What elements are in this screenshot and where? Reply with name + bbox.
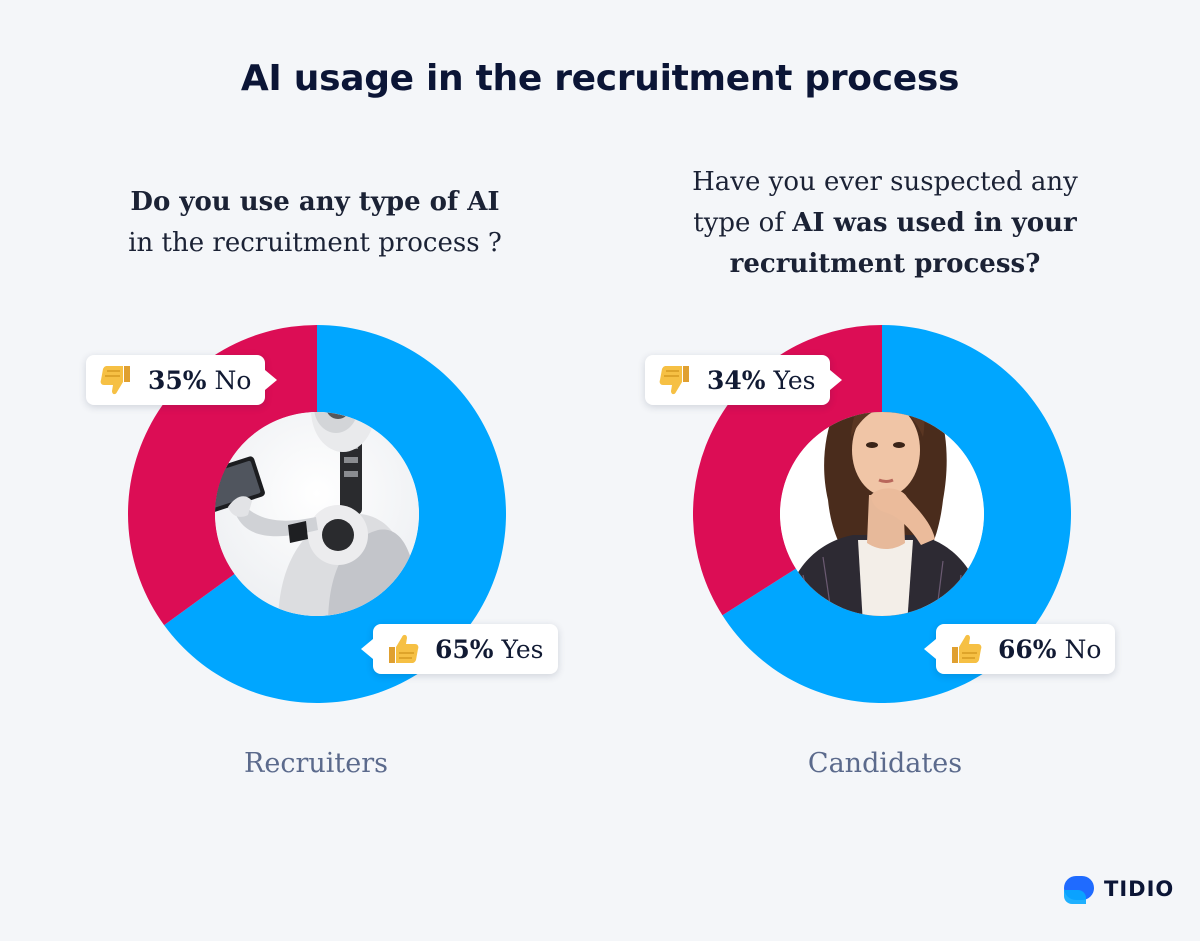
donut-slice-no	[722, 325, 1071, 703]
question-text-bold: AI was used in your	[792, 208, 1077, 238]
label-percent: 65%	[435, 634, 494, 664]
question-line: in the recruitment process ?	[128, 228, 502, 258]
label-answer: Yes	[501, 634, 544, 664]
caption-candidates: Candidates	[807, 748, 963, 779]
question-line: Do you use any type of AI	[130, 187, 500, 217]
question-line: type of AI was used in your	[650, 203, 1120, 244]
thumbs-up-icon	[952, 634, 982, 663]
label-answer: No	[1064, 634, 1102, 664]
label-recruiters-yes: 65% Yes	[361, 624, 558, 674]
tidio-logo-icon	[1064, 876, 1094, 904]
donut-chart-recruiters	[128, 325, 506, 703]
label-recruiters-no: 35% No	[86, 355, 279, 405]
thumbs-down-icon	[659, 366, 689, 395]
donut-slice-yes	[164, 325, 506, 703]
brand-logo: TIDIO	[1062, 872, 1174, 906]
question-line: Have you ever suspected any	[692, 167, 1078, 197]
question-line: recruitment process?	[729, 249, 1041, 279]
label-percent: 35%	[148, 365, 207, 395]
brand-name: TIDIO	[1104, 877, 1175, 901]
thumbs-down-icon	[100, 366, 130, 395]
question-text-plain: type of	[693, 208, 793, 238]
thumbs-up-icon	[389, 634, 419, 663]
label-percent: 66%	[998, 634, 1057, 664]
caption-recruiters: Recruiters	[244, 748, 388, 779]
label-answer: No	[214, 365, 252, 395]
label-candidates-no: 66% No	[923, 624, 1116, 674]
label-answer: Yes	[773, 365, 816, 395]
page-title: AI usage in the recruitment process	[240, 58, 960, 99]
label-percent: 34%	[707, 365, 766, 395]
label-candidates-yes: 34% Yes	[645, 355, 842, 405]
question-recruiters: Do you use any type of AI in the recruit…	[100, 182, 530, 264]
question-candidates: Have you ever suspected any type of AI w…	[650, 162, 1120, 285]
